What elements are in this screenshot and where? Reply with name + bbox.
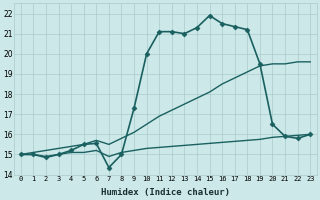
X-axis label: Humidex (Indice chaleur): Humidex (Indice chaleur) [101, 188, 230, 197]
